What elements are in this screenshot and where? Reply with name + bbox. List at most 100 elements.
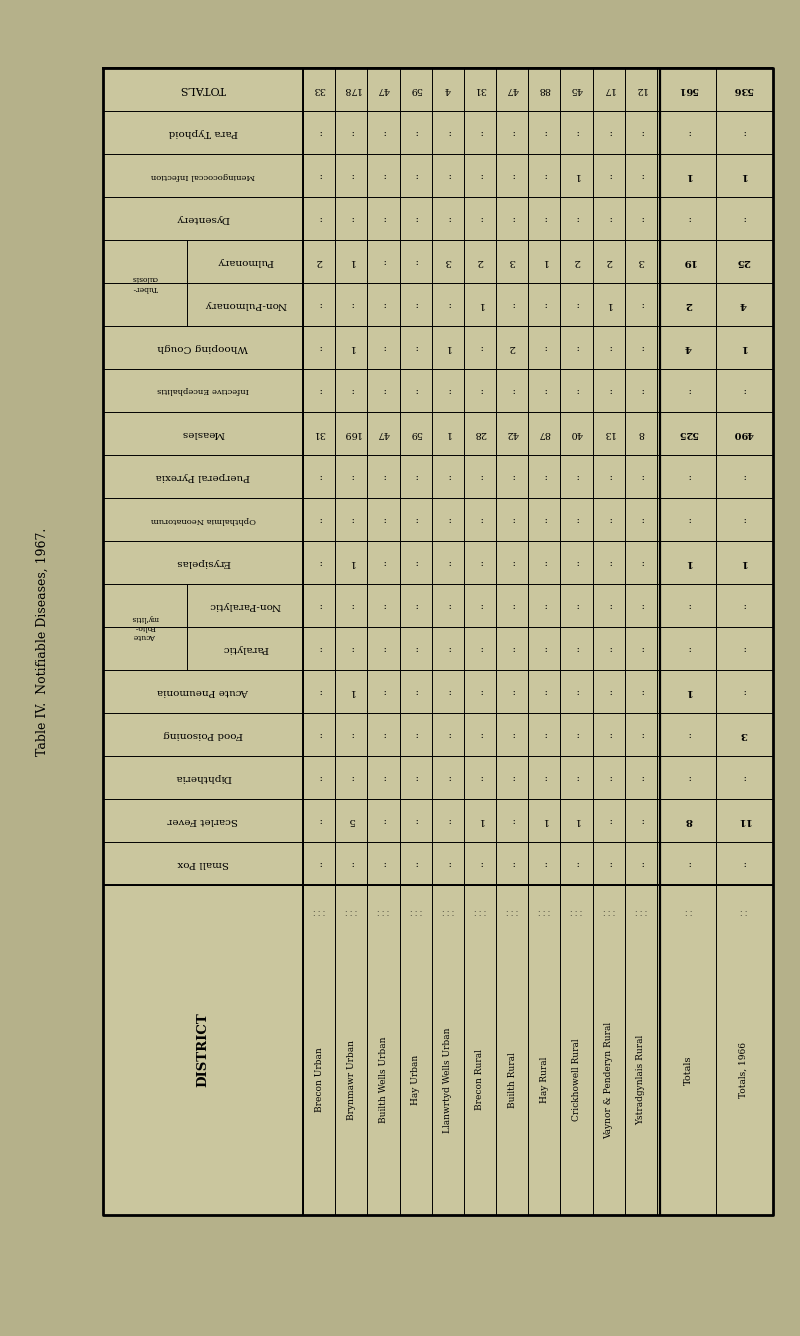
Text: 88: 88 — [538, 86, 550, 94]
Text: :: : — [318, 514, 321, 524]
Text: 19: 19 — [682, 257, 696, 266]
Text: :: : — [639, 214, 642, 223]
Text: :: : — [478, 386, 482, 395]
Text: :: : — [639, 514, 642, 524]
Text: :: : — [574, 472, 578, 481]
Text: :: : — [574, 774, 578, 782]
Text: :: : — [446, 774, 450, 782]
Text: :: : — [542, 729, 546, 739]
Text: :: : — [574, 558, 578, 566]
Text: Non-Paralytic: Non-Paralytic — [209, 601, 281, 611]
Text: : : :: : : : — [538, 908, 550, 918]
Text: :: : — [742, 687, 746, 696]
Text: :: : — [350, 214, 353, 223]
Text: DISTRICT: DISTRICT — [197, 1013, 210, 1088]
Text: 4: 4 — [685, 343, 692, 351]
Text: :: : — [686, 729, 690, 739]
Text: :: : — [742, 514, 746, 524]
Text: :: : — [607, 687, 610, 696]
Text: Hay Urban: Hay Urban — [411, 1055, 420, 1105]
Text: Acute Pneumonia: Acute Pneumonia — [157, 687, 249, 696]
Text: Measles: Measles — [182, 429, 225, 438]
Text: :: : — [318, 171, 321, 180]
Text: :: : — [542, 171, 546, 180]
Text: 1: 1 — [685, 171, 692, 180]
Text: :: : — [414, 128, 418, 138]
Text: 45: 45 — [570, 86, 582, 94]
Text: :: : — [382, 472, 386, 481]
Text: :: : — [686, 601, 690, 611]
Text: : : :: : : : — [442, 908, 454, 918]
Text: :: : — [510, 774, 514, 782]
Text: TOTALS: TOTALS — [180, 84, 226, 95]
Text: :: : — [414, 514, 418, 524]
Text: :: : — [542, 601, 546, 611]
Text: : : :: : : : — [570, 908, 582, 918]
Text: Puerperal Pyrexia: Puerperal Pyrexia — [156, 472, 250, 481]
Text: 1: 1 — [740, 171, 747, 180]
Text: :: : — [607, 171, 610, 180]
Text: :: : — [574, 343, 578, 351]
Text: :: : — [478, 859, 482, 868]
Text: : : :: : : : — [634, 908, 647, 918]
Text: :: : — [742, 859, 746, 868]
Text: :: : — [510, 558, 514, 566]
Text: 31: 31 — [313, 429, 326, 438]
Text: 5: 5 — [348, 816, 354, 826]
Text: 1: 1 — [606, 301, 612, 309]
Text: 59: 59 — [410, 429, 422, 438]
Text: Food Poisoning: Food Poisoning — [163, 729, 243, 739]
Text: :: : — [607, 514, 610, 524]
Text: :: : — [414, 816, 418, 826]
Text: :: : — [478, 514, 482, 524]
Text: :: : — [350, 472, 353, 481]
Text: 2: 2 — [316, 257, 322, 266]
Text: Whooping Cough: Whooping Cough — [158, 343, 248, 351]
Text: :: : — [542, 558, 546, 566]
Text: :: : — [607, 214, 610, 223]
Bar — [103, 68, 773, 1214]
Text: 3: 3 — [638, 257, 644, 266]
Text: Table IV.  Notifiable Diseases, 1967.: Table IV. Notifiable Diseases, 1967. — [35, 528, 49, 756]
Text: :: : — [510, 301, 514, 309]
Text: :: : — [510, 601, 514, 611]
Text: 25: 25 — [736, 257, 750, 266]
Text: Dysentery: Dysentery — [176, 214, 230, 223]
Text: 42: 42 — [506, 429, 518, 438]
Text: :: : — [542, 301, 546, 309]
Text: :: : — [639, 472, 642, 481]
Text: :: : — [446, 816, 450, 826]
Text: :: : — [446, 301, 450, 309]
Text: :: : — [318, 343, 321, 351]
Text: :: : — [607, 472, 610, 481]
Text: 12: 12 — [634, 86, 647, 94]
Text: 1: 1 — [348, 687, 354, 696]
Text: 2: 2 — [477, 257, 483, 266]
Text: :: : — [350, 774, 353, 782]
Text: :: : — [382, 558, 386, 566]
Text: 47: 47 — [378, 429, 390, 438]
Text: :: : — [574, 128, 578, 138]
Text: 31: 31 — [474, 86, 486, 94]
Text: 561: 561 — [678, 86, 698, 94]
Text: :: : — [510, 128, 514, 138]
Text: : : :: : : : — [313, 908, 326, 918]
Text: 178: 178 — [342, 86, 361, 94]
Text: :: : — [382, 514, 386, 524]
Text: :: : — [350, 859, 353, 868]
Text: : : :: : : : — [378, 908, 390, 918]
Text: :: : — [382, 601, 386, 611]
Text: Tuber-
culosis: Tuber- culosis — [132, 274, 158, 291]
Text: : : :: : : : — [506, 908, 518, 918]
Text: :: : — [542, 774, 546, 782]
Text: :: : — [574, 644, 578, 653]
Text: :: : — [350, 601, 353, 611]
Text: Pulmonary: Pulmonary — [217, 257, 274, 266]
Text: :: : — [639, 687, 642, 696]
Text: :: : — [574, 601, 578, 611]
Text: Erysipelas: Erysipelas — [176, 558, 230, 566]
Text: :: : — [446, 128, 450, 138]
Text: 28: 28 — [474, 429, 486, 438]
Text: :: : — [510, 171, 514, 180]
Text: : : :: : : : — [474, 908, 486, 918]
